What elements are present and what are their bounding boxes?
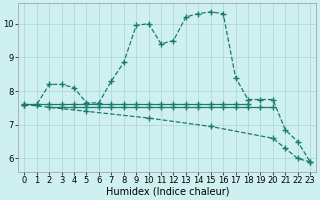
X-axis label: Humidex (Indice chaleur): Humidex (Indice chaleur)	[106, 187, 229, 197]
